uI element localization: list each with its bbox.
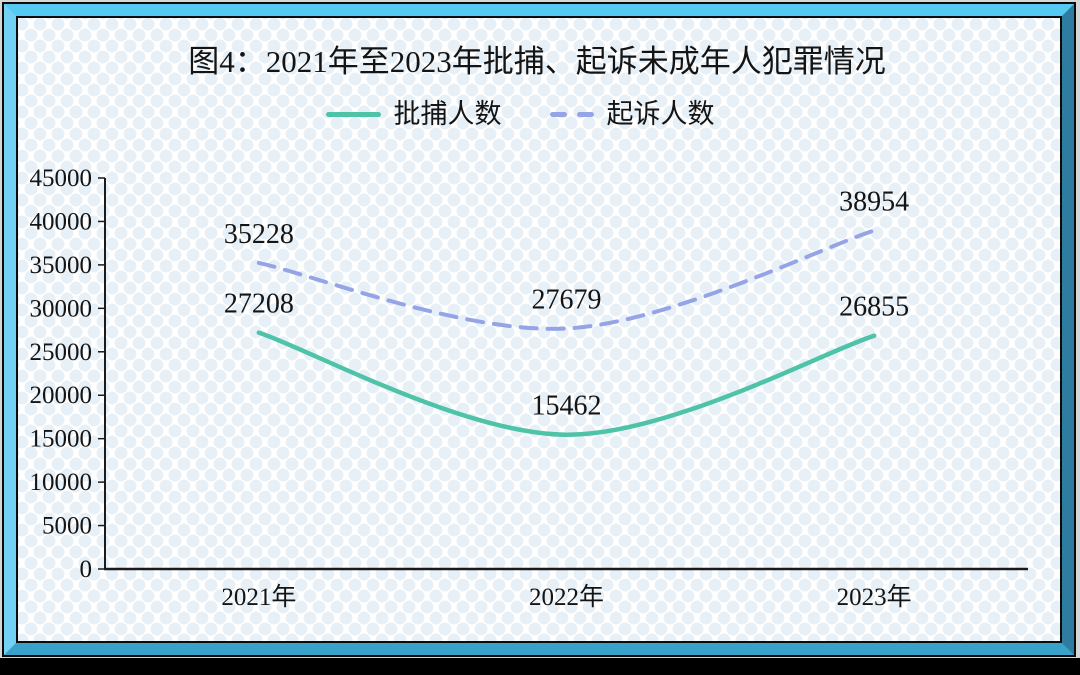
data-label: 27679 xyxy=(532,285,602,316)
y-axis-tick-label: 30000 xyxy=(30,295,93,322)
picture-frame xyxy=(2,2,1076,657)
x-axis-tick-label: 2022年 xyxy=(529,583,604,611)
legend-dashed-line-swatch xyxy=(549,112,594,117)
y-axis-tick-label: 25000 xyxy=(30,339,93,366)
legend-dash-segment xyxy=(549,112,567,117)
y-axis-tick-label: 15000 xyxy=(30,426,93,453)
y-axis-tick-label: 20000 xyxy=(30,382,93,409)
legend-item-prosecutions: 起诉人数 xyxy=(549,99,715,129)
y-axis-tick-label: 35000 xyxy=(30,252,93,279)
chart-canvas xyxy=(18,18,1060,641)
bottom-black-bar xyxy=(0,658,1080,675)
y-axis-tick-label: 40000 xyxy=(30,208,93,235)
x-axis-tick-label: 2023年 xyxy=(837,583,912,611)
y-axis-tick-label: 5000 xyxy=(42,513,92,540)
legend-solid-line-swatch xyxy=(325,112,381,117)
legend: 批捕人数 起诉人数 xyxy=(0,101,1040,128)
legend-solid-line-segment xyxy=(325,112,381,117)
legend-label-prosecutions: 起诉人数 xyxy=(606,99,715,129)
series-line-0 xyxy=(256,330,877,437)
series-line-1 xyxy=(256,228,877,331)
picture-frame-band xyxy=(4,4,1074,655)
data-label: 27208 xyxy=(224,289,294,320)
x-axis-tick-label: 2021年 xyxy=(221,583,296,611)
legend-dash-segment xyxy=(576,112,594,117)
data-label: 26855 xyxy=(839,292,909,323)
y-axis-tick-label: 10000 xyxy=(30,469,93,496)
y-axis-tick-label: 45000 xyxy=(30,165,93,192)
legend-label-arrests: 批捕人数 xyxy=(393,99,502,129)
legend-item-arrests: 批捕人数 xyxy=(325,99,502,129)
data-label: 15462 xyxy=(532,391,602,422)
data-label: 38954 xyxy=(839,187,909,218)
data-label: 35228 xyxy=(224,219,294,250)
chart-title: 图4：2021年至2023年批捕、起诉未成年人犯罪情况 xyxy=(188,44,886,79)
y-axis-tick-label: 0 xyxy=(80,556,93,583)
